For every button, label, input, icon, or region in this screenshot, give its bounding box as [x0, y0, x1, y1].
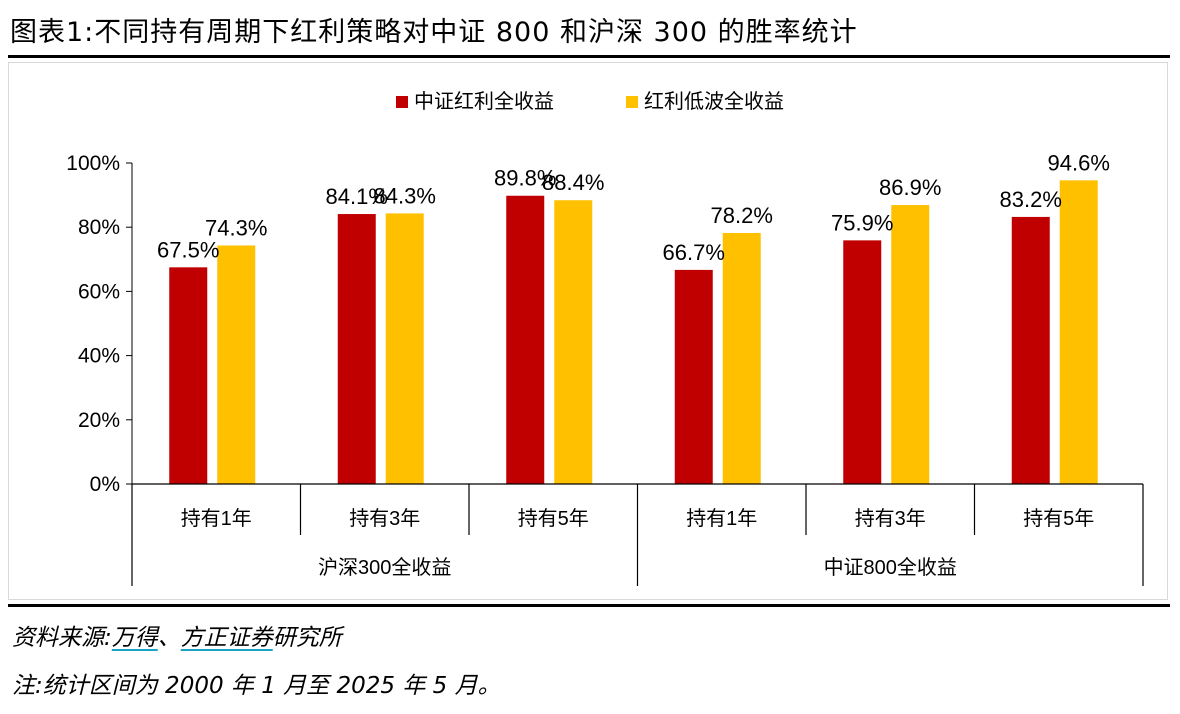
data-label-s1-3: 89.8% — [494, 166, 556, 191]
data-label-s2-1: 74.3% — [205, 215, 267, 240]
chart-title: 图表1:不同持有周期下红利策略对中证 800 和沪深 300 的胜率统计 — [10, 17, 858, 48]
data-labels: 67.5%74.3% 84.1%84.3% 89.8%88.4% 66.7% 78.2%… — [157, 150, 1110, 265]
x-category-label: 持有3年 — [855, 507, 926, 530]
bar-s2-1 — [217, 245, 256, 484]
data-label-s2-4: 78.2% — [711, 203, 773, 228]
bar-s2-4 — [722, 232, 761, 484]
source-link-wind[interactable]: 万得 — [111, 625, 158, 651]
y-tick-label: 100% — [66, 152, 120, 175]
x-category-label: 持有1年 — [686, 507, 757, 530]
x-category-label: 持有5年 — [518, 507, 589, 530]
source-note: 资料来源:万得、方正证券研究所 — [12, 618, 342, 652]
data-label-s2-5: 86.9% — [879, 175, 941, 200]
data-label-s2-6: 94.6% — [1048, 150, 1110, 175]
y-tick-label: 20% — [78, 409, 120, 432]
source-separator: 、 — [157, 625, 181, 651]
data-label-s2-3: 88.4% — [542, 170, 604, 195]
y-tick-label: 80% — [78, 216, 120, 239]
bar-s1-1 — [169, 267, 208, 484]
data-label-s1-6: 83.2% — [1000, 187, 1062, 212]
x-category-label: 持有5年 — [1023, 507, 1094, 530]
bar-s2-6 — [1059, 180, 1098, 485]
data-label-s1-1: 67.5% — [157, 237, 219, 262]
bar-s2-3 — [554, 200, 593, 484]
bar-s1-4 — [674, 269, 713, 484]
bar-s1-5 — [843, 240, 882, 484]
top-rule — [8, 55, 1170, 58]
data-label-s2-2: 84.3% — [374, 183, 436, 208]
data-label-s1-5: 75.9% — [831, 210, 893, 235]
bar-s2-5 — [891, 205, 930, 484]
chart-frame — [8, 62, 1168, 600]
legend-swatch-2 — [626, 96, 638, 108]
data-label-s1-2: 84.1% — [326, 184, 388, 209]
bars — [169, 180, 1098, 485]
data-label-s1-4: 66.7% — [663, 240, 725, 265]
period-note: 注:统计区间为 2000 年 1 月至 2025 年 5 月。 — [12, 673, 501, 699]
source-suffix: 研究所 — [272, 625, 342, 651]
y-tick-label: 0% — [90, 473, 120, 496]
legend-label-2: 红利低波全收益 — [644, 90, 784, 113]
bar-s1-2 — [337, 214, 376, 484]
bar-s1-3 — [506, 195, 545, 484]
chart-legend: 中证红利全收益 红利低波全收益 — [396, 90, 784, 113]
x-category-label: 持有3年 — [349, 507, 420, 530]
bar-s1-6 — [1011, 216, 1050, 485]
bar-s2-2 — [385, 213, 424, 484]
x-category-label: 持有1年 — [181, 507, 252, 530]
x-group-label: 沪深300全收益 — [318, 556, 451, 579]
legend-swatch-1 — [396, 96, 408, 108]
y-tick-label: 40% — [78, 345, 120, 368]
legend-label-1: 中证红利全收益 — [414, 90, 554, 113]
bottom-rule — [8, 604, 1170, 607]
source-link-fangzheng[interactable]: 方正证券 — [180, 625, 273, 651]
y-axis: 0% 20% 40% 60% 80% 100% — [66, 152, 133, 496]
x-group-label: 中证800全收益 — [824, 556, 957, 579]
y-tick-label: 60% — [78, 280, 120, 303]
source-label: 资料来源: — [12, 625, 112, 651]
